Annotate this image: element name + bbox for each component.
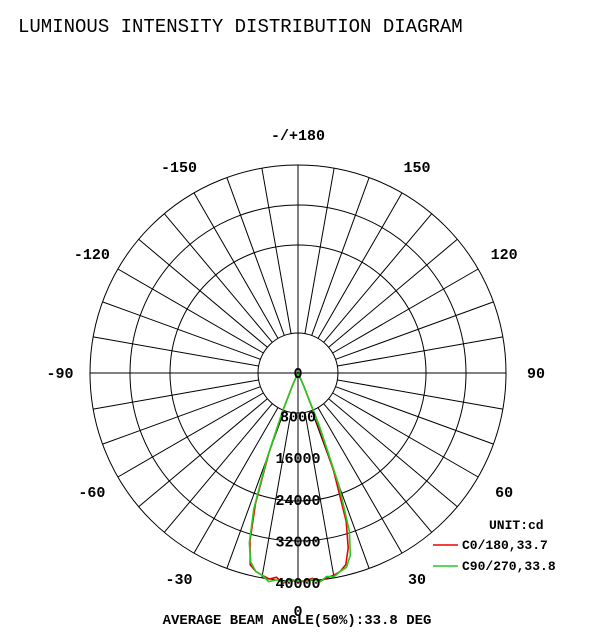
spoke-250 [102,301,261,360]
angle-label: -120 [74,247,110,264]
spoke-10 [304,412,335,578]
radial-tick-labels: 0 8000 16000 24000 32000 40000 [275,366,320,593]
legend: C0/180,33.7 C90/270,33.8 [433,538,556,574]
radial-tick-label: 24000 [275,493,320,510]
spoke-40 [323,403,433,533]
spoke-320 [163,403,273,533]
spoke-150 [317,192,403,339]
spoke-230 [138,238,268,348]
spoke-60 [332,392,479,478]
spoke-330 [193,407,279,554]
spoke-240 [117,268,264,354]
spoke-110 [335,301,494,360]
spoke-130 [328,238,458,348]
unit-label: UNIT:cd [489,518,544,533]
angle-label: -60 [78,485,105,502]
spoke-190 [261,168,292,334]
legend-label-1: C90/270,33.8 [462,559,556,574]
spoke-260 [93,336,259,367]
radial-tick-label: 16000 [275,451,320,468]
series-curve-0 [249,372,350,585]
legend-label-0: C0/180,33.7 [462,538,548,553]
angle-label: 30 [408,572,426,589]
spoke-350 [261,412,292,578]
radial-tick-label: 8000 [280,410,316,427]
spoke-220 [163,213,273,343]
spoke-200 [226,177,285,336]
angle-label: 120 [491,247,518,264]
angle-labels: -/+180 150 120 90 60 30 0 -30 -60 -90 -120 -150 [46,128,545,621]
angle-label: 60 [495,485,513,502]
spoke-30 [317,407,403,554]
radial-tick-label: 0 [293,366,302,383]
spoke-140 [323,213,433,343]
angle-label: 90 [527,366,545,383]
angle-label: -150 [161,160,197,177]
spoke-80 [337,379,503,410]
spoke-280 [93,379,259,410]
series-curve-1 [248,372,352,583]
beam-angle-footer: AVERAGE BEAM ANGLE(50%):33.8 DEG [163,613,432,629]
spoke-170 [304,168,335,334]
spoke-70 [335,386,494,445]
angle-label: -/+180 [271,128,325,145]
spoke-310 [138,398,268,508]
chart-title: LUMINOUS INTENSITY DISTRIBUTION DIAGRAM [18,16,463,38]
angle-label: -90 [46,366,73,383]
spoke-100 [337,336,503,367]
spoke-290 [102,386,261,445]
radial-tick-label: 40000 [275,576,320,593]
series-curves [248,372,352,585]
angle-label: -30 [165,572,192,589]
polar-spokes [90,165,506,581]
angle-label: 150 [403,160,430,177]
spoke-300 [117,392,264,478]
angle-label: 0 [293,604,302,621]
radial-tick-label: 32000 [275,534,320,551]
spoke-120 [332,268,479,354]
spoke-160 [311,177,370,336]
spoke-50 [328,398,458,508]
spoke-210 [193,192,279,339]
